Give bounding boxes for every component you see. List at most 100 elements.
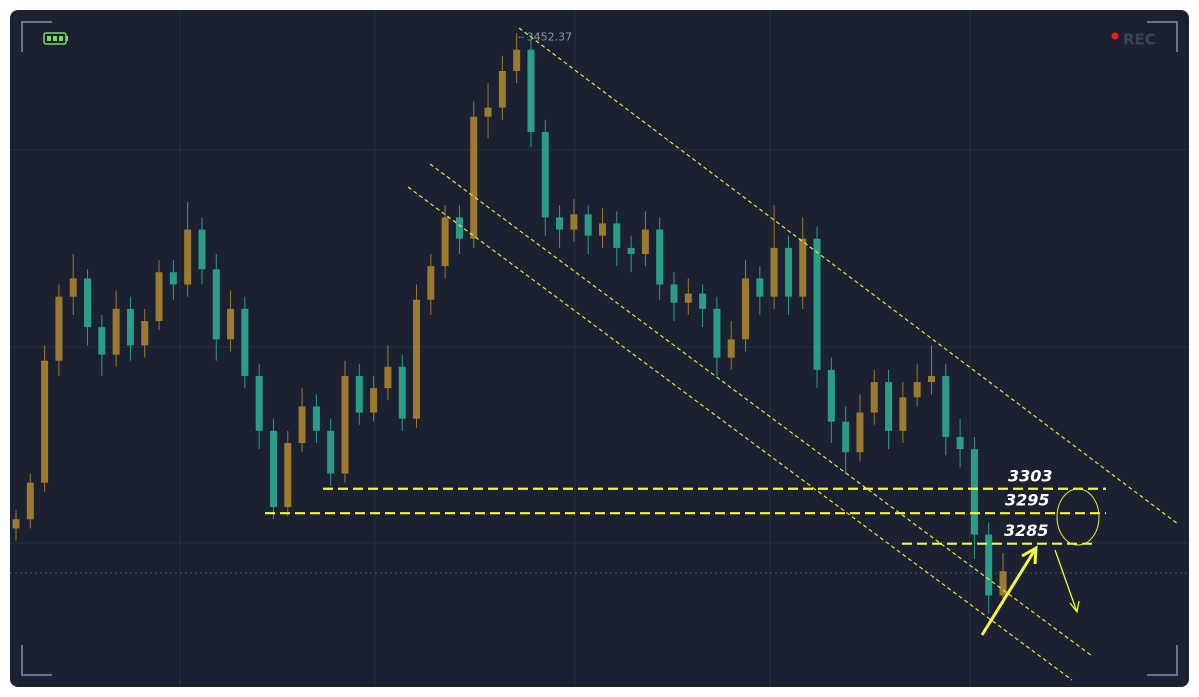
channel-line xyxy=(429,163,1093,657)
level-label: 3303 xyxy=(1008,466,1053,485)
candle-body xyxy=(656,229,664,285)
candle-body xyxy=(470,116,478,239)
candle-body xyxy=(942,375,950,437)
candle-body xyxy=(527,49,535,132)
candle-body xyxy=(584,214,592,236)
candle-body xyxy=(899,397,907,431)
candle-body xyxy=(269,430,277,508)
candle-body xyxy=(684,293,692,303)
candle-body xyxy=(913,382,921,398)
candle-body xyxy=(441,217,449,267)
candle-body xyxy=(498,70,506,108)
candle-body xyxy=(827,369,835,422)
candle-body xyxy=(885,382,893,431)
candle-body xyxy=(699,293,707,309)
candle-body xyxy=(670,284,678,303)
candle-body xyxy=(999,571,1007,596)
candle-body xyxy=(126,308,134,346)
candle-body xyxy=(84,278,92,328)
candle-body xyxy=(956,436,964,450)
battery-icon xyxy=(43,32,68,45)
channel-line xyxy=(407,186,1073,681)
battery-cell xyxy=(53,36,57,41)
candle-body xyxy=(112,308,120,355)
corner xyxy=(1147,645,1178,676)
candle-body xyxy=(455,217,463,239)
corner xyxy=(21,645,52,676)
candle-body xyxy=(398,366,406,419)
candle-body xyxy=(556,217,564,230)
candle-body xyxy=(69,278,77,297)
rec-label: REC xyxy=(1123,31,1156,49)
channel-line xyxy=(518,27,1179,525)
candle-body xyxy=(198,229,206,270)
candle-body xyxy=(770,247,778,297)
candle-body xyxy=(613,223,621,248)
candle-body xyxy=(927,375,935,383)
corner-brackets xyxy=(21,21,1178,676)
candle-body xyxy=(970,449,978,535)
candle-body xyxy=(155,272,163,322)
candle-body xyxy=(727,339,735,358)
candle-body xyxy=(284,443,292,508)
candle-body xyxy=(98,327,106,355)
candle-body xyxy=(298,406,306,444)
candle-body xyxy=(541,131,549,218)
candle-body xyxy=(241,308,249,376)
up-arrow xyxy=(980,545,1038,636)
candle-body xyxy=(413,299,421,419)
candle-body xyxy=(870,382,878,413)
candle-body xyxy=(713,308,721,358)
candle-body xyxy=(598,223,606,236)
levels: 3303 3295 3285 xyxy=(265,466,1106,545)
candle-body xyxy=(985,534,993,596)
candle-body xyxy=(756,278,764,297)
candle-body xyxy=(141,321,149,346)
candle-body xyxy=(26,482,34,520)
candle-body xyxy=(255,375,263,431)
candle-body xyxy=(856,412,864,453)
candle-body xyxy=(41,360,49,483)
corner xyxy=(21,21,52,52)
candle-body xyxy=(227,308,235,340)
candle-body xyxy=(55,296,63,361)
candle-body xyxy=(641,229,649,254)
candle-body xyxy=(813,238,821,370)
candle-body xyxy=(312,406,320,431)
target-circle xyxy=(1056,488,1100,546)
candle-body xyxy=(355,375,363,413)
panel xyxy=(10,10,1189,687)
arrows xyxy=(980,545,1080,636)
down-arrow xyxy=(1054,549,1080,614)
channel xyxy=(407,27,1179,681)
candle-body xyxy=(513,49,521,71)
candle-body xyxy=(12,519,20,529)
candle-body xyxy=(484,107,492,117)
candle-body xyxy=(212,269,220,340)
candle-body xyxy=(842,421,850,453)
grid xyxy=(10,10,1189,687)
candle-body xyxy=(184,229,192,285)
candle-body xyxy=(799,238,807,297)
level-label: 3295 xyxy=(1005,491,1050,510)
corner xyxy=(1147,21,1178,52)
candle-body xyxy=(384,366,392,389)
candle-body xyxy=(341,375,349,474)
candle-body xyxy=(427,266,435,300)
candle-body xyxy=(570,214,578,230)
rec-dot xyxy=(1111,32,1119,40)
candles: 3452.37 xyxy=(12,30,1007,614)
battery-cell xyxy=(59,36,63,41)
candle-body xyxy=(327,430,335,474)
candle-body xyxy=(784,247,792,297)
battery-tip xyxy=(66,36,68,41)
level-label: 3285 xyxy=(1004,521,1049,540)
battery-cell xyxy=(47,36,51,41)
candle-body xyxy=(627,247,635,254)
max-label: 3452.37 xyxy=(527,30,573,43)
candle-body xyxy=(370,388,378,413)
candle-body xyxy=(742,278,750,340)
candle-body xyxy=(169,272,177,285)
